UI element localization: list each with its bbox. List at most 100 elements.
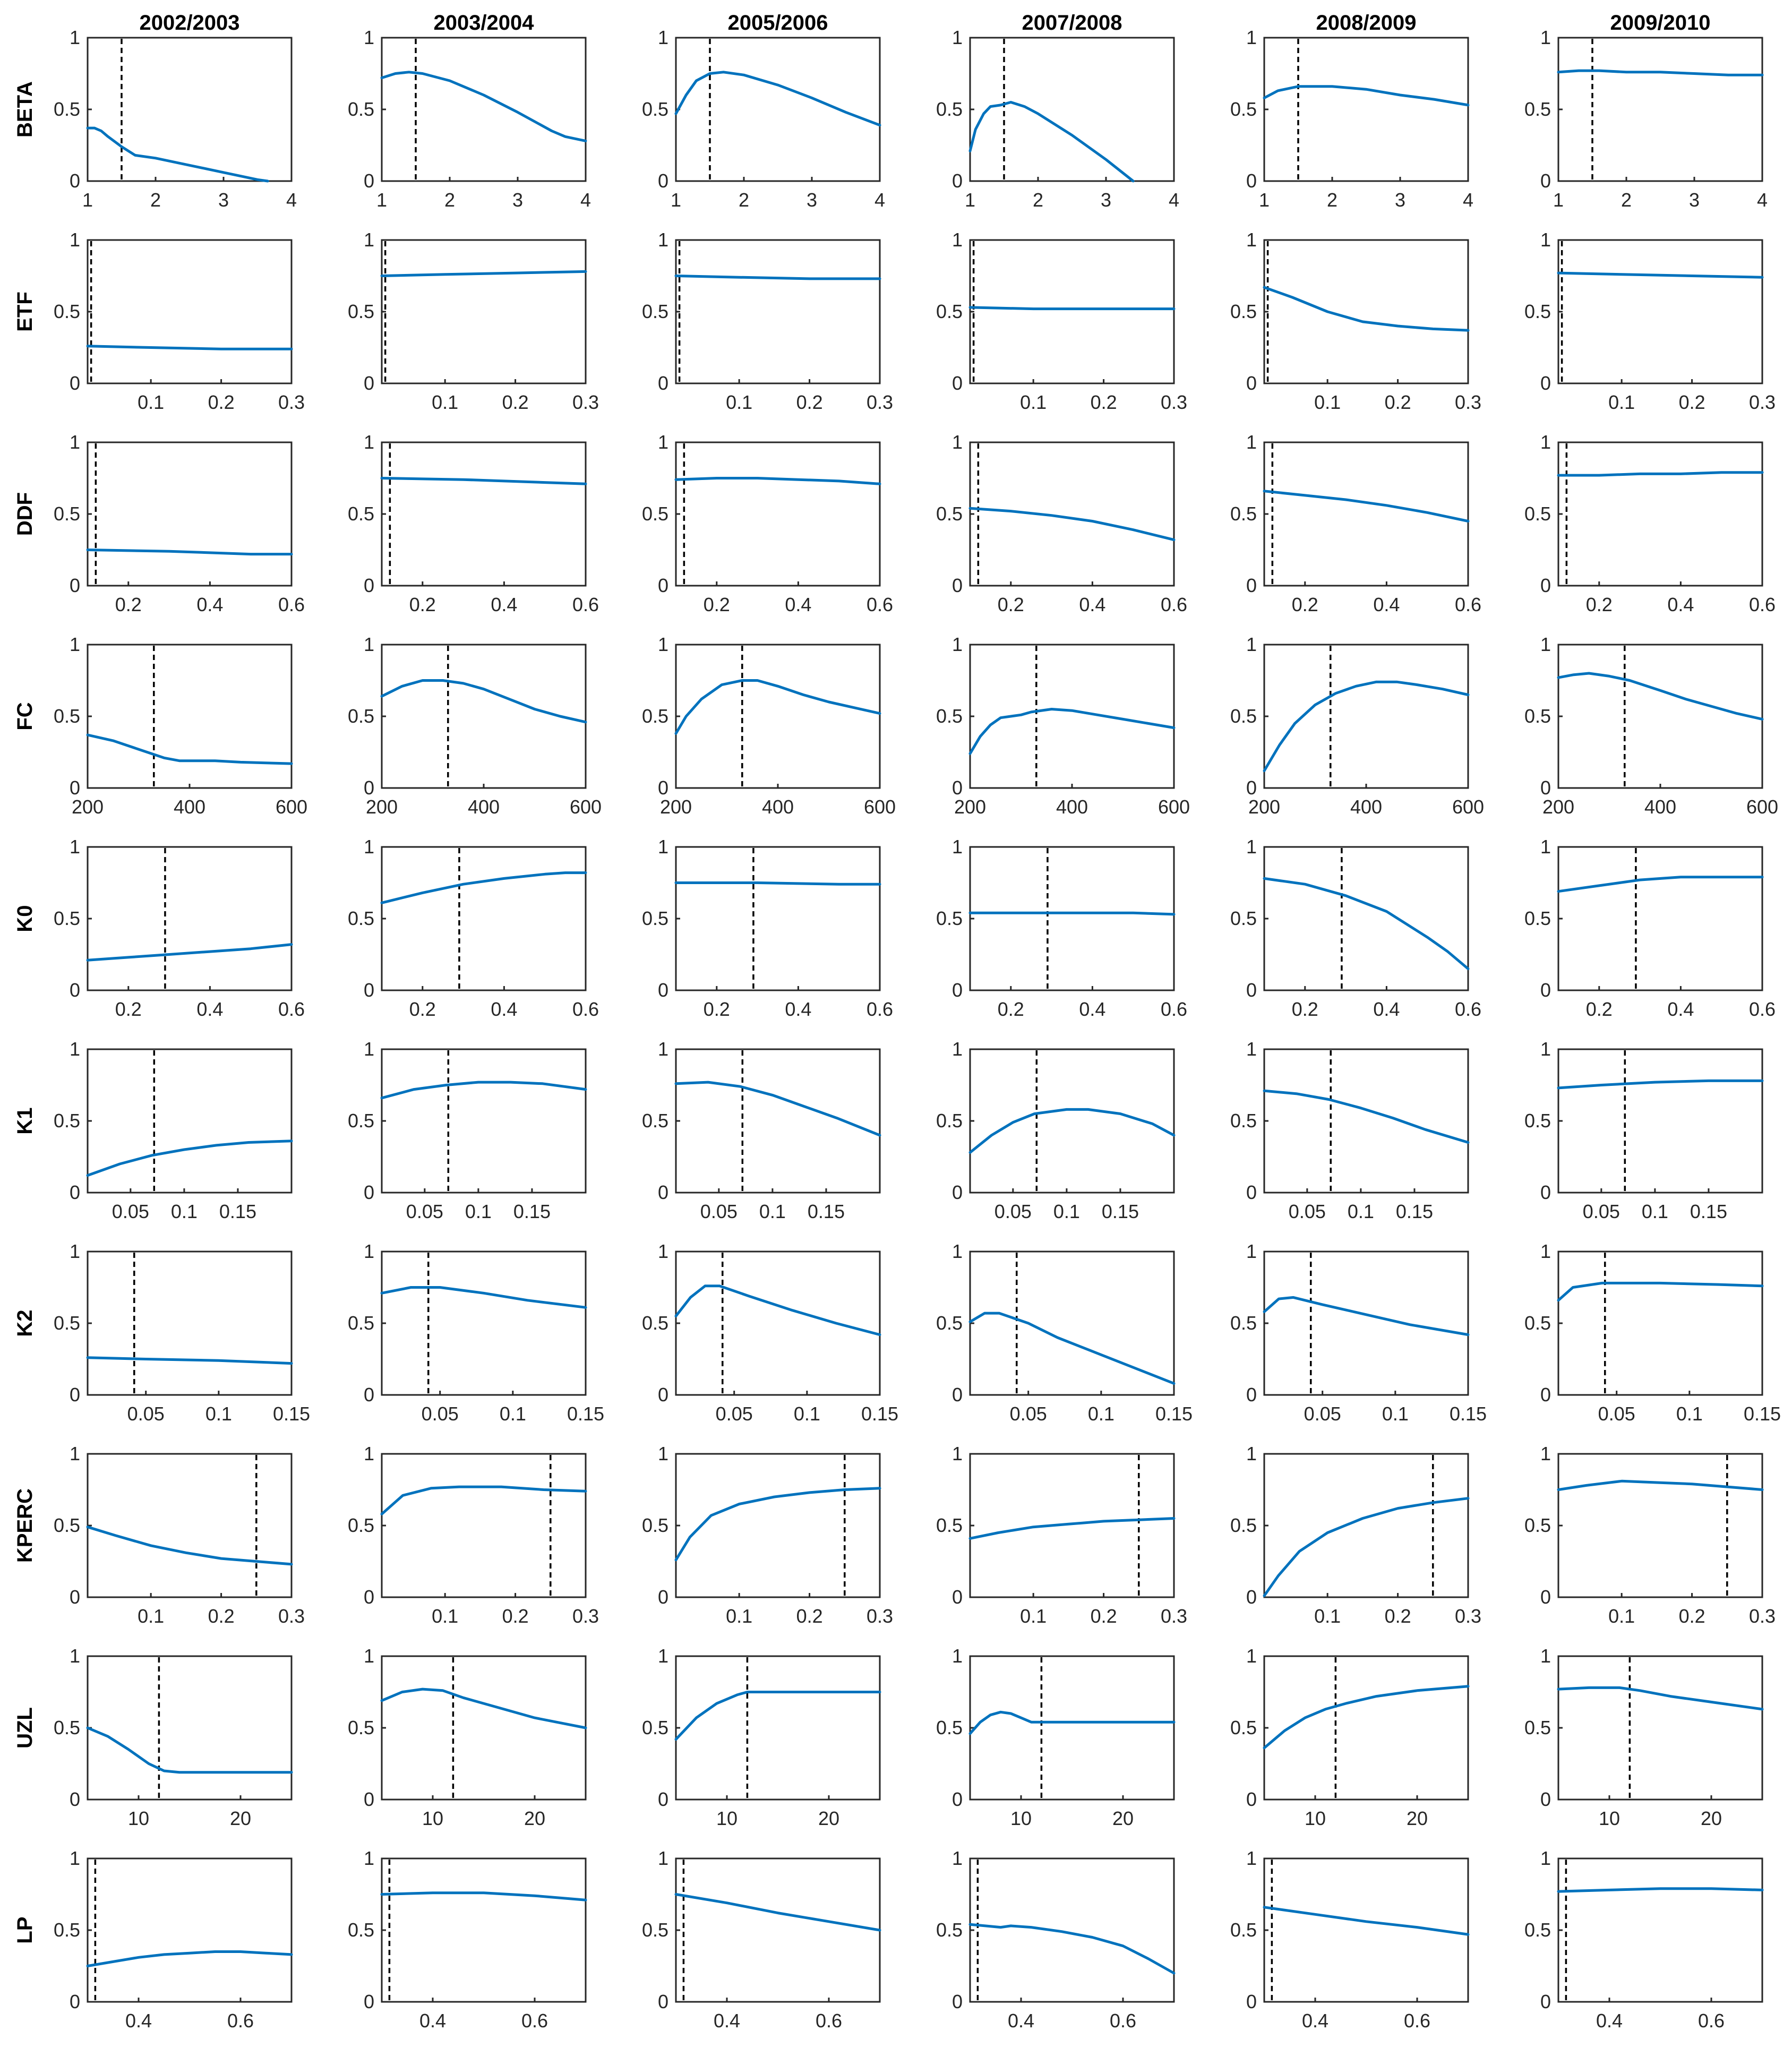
plot-axes [1263,37,1469,182]
x-tick-label: 600 [1452,796,1484,818]
y-tick-label: 0 [952,575,963,596]
y-tick-label: 1 [1540,229,1551,251]
y-tick-label: 0 [1246,979,1257,1001]
series-line [86,733,293,765]
column-title: 2003/2004 [433,11,534,35]
plot-axes [381,1453,587,1598]
y-tick-label: 1 [364,431,374,453]
y-tick-label: 1 [70,1038,80,1060]
series-line [674,1284,881,1337]
y-tick-label: 0 [364,170,374,192]
y-tick-label: 0.5 [1230,1514,1257,1536]
x-tick-label: 0.4 [1079,998,1105,1020]
plot-axes [87,239,293,384]
column-title: 2008/2009 [1316,11,1416,35]
x-tick-label: 0.15 [219,1201,256,1222]
x-tick-label: 1 [376,189,387,211]
y-tick-label: 1 [952,27,963,48]
plot-axes [87,37,293,182]
x-tick-label: 0.1 [1608,1605,1635,1627]
series-line [380,71,587,142]
y-tick-label: 0.5 [642,1717,668,1738]
series-line [1263,1089,1470,1144]
x-tick-label: 0.1 [465,1201,492,1222]
series-line [380,871,587,904]
y-tick-label: 0.5 [348,1312,374,1334]
series-line [968,1517,1176,1540]
x-tick-label: 0.15 [567,1403,604,1425]
plot-axes [1263,1048,1469,1194]
y-tick-label: 1 [1246,1038,1257,1060]
series-line [674,477,881,485]
y-tick-label: 1 [70,431,80,453]
y-tick-label: 0.5 [936,1514,963,1536]
x-tick-label: 0.3 [1455,391,1481,413]
y-tick-label: 1 [70,229,80,251]
row-label: K2 [13,1309,37,1337]
series-line [86,1140,293,1177]
y-tick-label: 0.5 [1524,301,1551,322]
y-tick-label: 0.5 [348,503,374,525]
y-tick-label: 1 [1540,431,1551,453]
x-tick-label: 1 [965,189,975,211]
series-line [380,1081,587,1100]
plot-axes [675,846,881,991]
x-tick-label: 0.6 [1404,2010,1430,2032]
x-tick-label: 0.2 [1091,391,1117,413]
x-tick-label: 0.2 [704,594,730,615]
y-tick-label: 0 [1246,575,1257,596]
x-tick-label: 10 [1599,1807,1620,1829]
x-tick-label: 0.2 [1586,594,1613,615]
x-tick-label: 0.6 [816,2010,842,2032]
x-tick-label: 4 [580,189,591,211]
x-tick-label: 10 [422,1807,443,1829]
y-tick-label: 0.5 [642,1110,668,1132]
plot-axes [1557,239,1763,384]
x-tick-label: 0.2 [1292,594,1318,615]
x-tick-label: 4 [1757,189,1768,211]
x-tick-label: 0.2 [1679,1605,1705,1627]
y-tick-label: 0 [70,1991,80,2012]
plot-axes [1263,1250,1469,1396]
series-line [86,1356,293,1365]
x-tick-label: 400 [1350,796,1382,818]
x-tick-label: 0.6 [1455,594,1481,615]
plot-axes [675,441,881,587]
series-line [86,126,269,183]
series-line [674,1691,881,1741]
series-line [968,911,1176,916]
y-tick-label: 1 [658,1240,668,1262]
y-tick-label: 1 [952,1847,963,1869]
series-line [1557,1686,1764,1711]
x-tick-label: 3 [218,189,229,211]
x-tick-label: 0.6 [278,594,305,615]
row-label: FC [13,702,37,730]
plot-axes [87,441,293,587]
y-tick-label: 0 [658,979,668,1001]
y-tick-label: 1 [1246,1443,1257,1464]
y-tick-label: 0.5 [1524,1312,1551,1334]
y-tick-label: 0 [364,1181,374,1203]
x-tick-label: 0.3 [278,1605,305,1627]
y-tick-label: 1 [1246,1847,1257,1869]
y-tick-label: 0 [364,1586,374,1608]
x-tick-label: 1 [671,189,681,211]
x-tick-label: 0.4 [1373,998,1400,1020]
y-tick-label: 0.5 [54,301,80,322]
plot-axes [969,1655,1175,1801]
y-tick-label: 1 [1540,1645,1551,1667]
y-tick-label: 1 [1540,1443,1551,1464]
y-tick-label: 1 [70,633,80,655]
y-tick-label: 1 [658,27,668,48]
x-tick-label: 0.6 [867,998,893,1020]
y-tick-label: 0 [364,372,374,394]
x-tick-label: 0.15 [808,1201,845,1222]
x-tick-label: 0.3 [572,391,599,413]
series-line [968,101,1135,183]
y-tick-label: 0 [1540,372,1551,394]
y-tick-label: 1 [364,27,374,48]
x-tick-label: 0.1 [1088,1403,1114,1425]
y-tick-label: 1 [1246,1240,1257,1262]
x-tick-label: 2 [444,189,455,211]
y-tick-label: 1 [952,1240,963,1262]
